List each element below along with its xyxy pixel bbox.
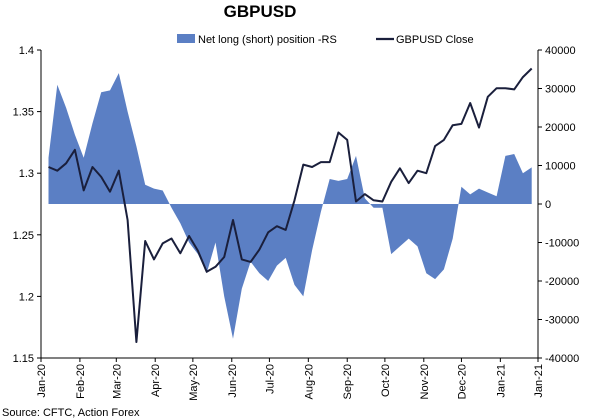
- legend-line-label: GBPUSD Close: [396, 34, 474, 46]
- x-tick-label: Jan-21: [533, 364, 545, 398]
- y-left-tick-label: 1.2: [19, 291, 34, 303]
- source-note: Source: CFTC, Action Forex: [2, 407, 140, 419]
- net-position-area: [48, 73, 532, 339]
- legend: Net long (short) position -RS GBPUSD Clo…: [177, 34, 474, 46]
- x-tick-label: Dec-20: [456, 364, 468, 399]
- x-tick-label: Feb-20: [75, 364, 87, 399]
- x-tick-label: Jan-20: [36, 364, 48, 398]
- x-tick-label: Mar-20: [111, 364, 123, 399]
- y-right-tick-label: -10000: [545, 238, 579, 250]
- x-tick-label: Sep-20: [342, 364, 354, 399]
- x-tick-label: Nov-20: [419, 364, 431, 399]
- y-left-tick-label: 1.15: [13, 353, 34, 365]
- y-right-tick-label: 10000: [545, 161, 576, 173]
- y-right-tick-label: -40000: [545, 353, 579, 365]
- legend-area-label: Net long (short) position -RS: [198, 34, 337, 46]
- y-left-tick-label: 1.4: [19, 45, 34, 57]
- x-tick-label: Oct-20: [380, 364, 392, 397]
- plot-area: 1.15 1.2 1.25 1.3 1.35 1.4 -40000 -30000 -20000 -…: [13, 45, 580, 401]
- x-tick-label: Jul-20: [264, 364, 276, 394]
- x-tick-label: Jan-21: [495, 364, 507, 398]
- legend-area-swatch: [177, 34, 195, 43]
- y-right-tick-label: 20000: [545, 122, 576, 134]
- y-left-tick-label: 1.3: [19, 168, 34, 180]
- y-left-tick-label: 1.35: [13, 107, 34, 119]
- y-right-tick-label: 40000: [545, 45, 576, 57]
- y-right-tick-label: -20000: [545, 276, 579, 288]
- x-tick-label: Aug-20: [303, 364, 315, 399]
- chart-title: GBPUSD: [224, 2, 297, 21]
- gbpusd-close-line: [48, 67, 533, 343]
- y-right-tick-label: -30000: [545, 315, 579, 327]
- x-tick-label: May-20: [188, 364, 200, 401]
- y-left-tick-label: 1.25: [13, 230, 34, 242]
- x-tick-label: Jun-20: [227, 364, 239, 398]
- y-right-tick-label: 0: [545, 199, 551, 211]
- y-right-tick-label: 30000: [545, 84, 576, 96]
- x-tick-label: Apr-20: [150, 364, 162, 397]
